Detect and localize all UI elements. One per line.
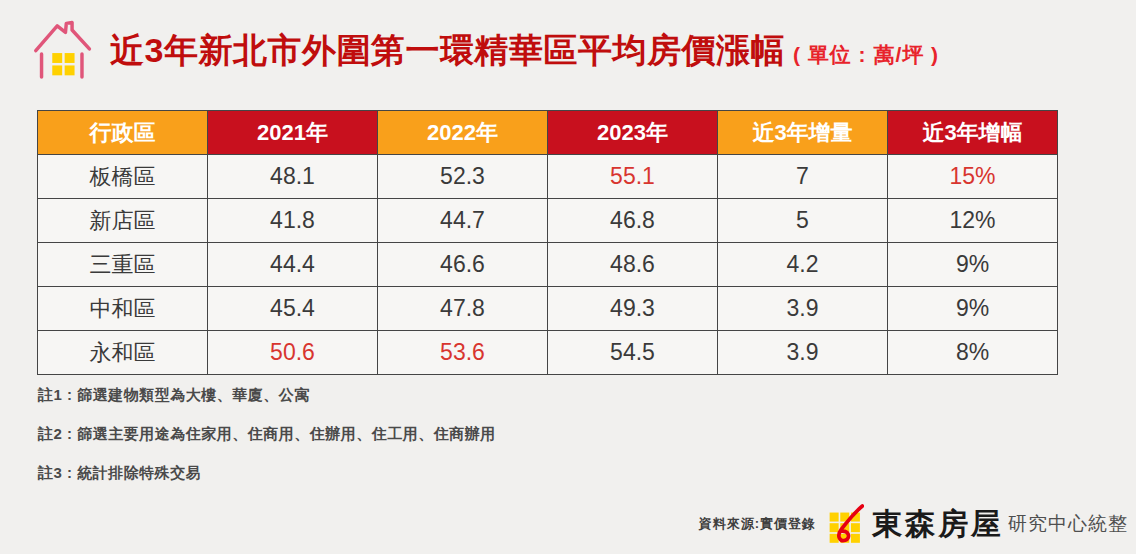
value-cell: 44.4 <box>208 243 378 287</box>
value-cell: 48.1 <box>208 155 378 199</box>
table-row: 永和區50.653.654.53.98% <box>38 331 1058 375</box>
column-header-0: 行政區 <box>38 111 208 155</box>
value-cell: 3.9 <box>718 331 888 375</box>
district-cell: 中和區 <box>38 287 208 331</box>
data-source-label: 資料來源:實價登錄 <box>699 515 816 533</box>
value-cell: 46.6 <box>378 243 548 287</box>
value-cell: 8% <box>888 331 1058 375</box>
value-cell: 55.1 <box>548 155 718 199</box>
column-header-3: 2023年 <box>548 111 718 155</box>
note-line: 註1 : 篩選建物類型為大樓、華廈、公寓 <box>38 386 496 405</box>
brand-name: 東森房屋 <box>872 504 1004 545</box>
table-row: 三重區44.446.648.64.29% <box>38 243 1058 287</box>
footer: 資料來源:實價登錄 東森房屋 研究中心統整 <box>699 503 1128 545</box>
header: 近3年新北市外圍第一環精華區平均房價漲幅 ( 單位 : 萬/坪 ) <box>30 15 939 87</box>
table-row: 新店區41.844.746.8512% <box>38 199 1058 243</box>
value-cell: 15% <box>888 155 1058 199</box>
table-header-row: 行政區2021年2022年2023年近3年增量近3年增幅 <box>38 111 1058 155</box>
value-cell: 50.6 <box>208 331 378 375</box>
brand-logo-icon <box>828 503 864 545</box>
table-row: 板橋區48.152.355.1715% <box>38 155 1058 199</box>
credit-label: 研究中心統整 <box>1008 511 1128 537</box>
note-line: 註3 : 統計排除特殊交易 <box>38 464 496 483</box>
value-cell: 4.2 <box>718 243 888 287</box>
value-cell: 12% <box>888 199 1058 243</box>
value-cell: 5 <box>718 199 888 243</box>
value-cell: 44.7 <box>378 199 548 243</box>
value-cell: 48.6 <box>548 243 718 287</box>
page-title-group: 近3年新北市外圍第一環精華區平均房價漲幅 ( 單位 : 萬/坪 ) <box>110 28 939 74</box>
value-cell: 46.8 <box>548 199 718 243</box>
column-header-2: 2022年 <box>378 111 548 155</box>
notes: 註1 : 篩選建物類型為大樓、華廈、公寓註2 : 篩選主要用途為住家用、住商用、… <box>38 386 496 503</box>
value-cell: 9% <box>888 243 1058 287</box>
note-line: 註2 : 篩選主要用途為住家用、住商用、住辦用、住工用、住商辦用 <box>38 425 496 444</box>
district-cell: 三重區 <box>38 243 208 287</box>
column-header-4: 近3年增量 <box>718 111 888 155</box>
value-cell: 9% <box>888 287 1058 331</box>
title-unit: ( 單位 : 萬/坪 ) <box>793 41 939 69</box>
page-title: 近3年新北市外圍第一環精華區平均房價漲幅 <box>110 28 785 74</box>
value-cell: 49.3 <box>548 287 718 331</box>
table-row: 中和區45.447.849.33.99% <box>38 287 1058 331</box>
value-cell: 3.9 <box>718 287 888 331</box>
price-table: 行政區2021年2022年2023年近3年增量近3年增幅 板橋區48.152.3… <box>37 110 1058 375</box>
district-cell: 板橋區 <box>38 155 208 199</box>
value-cell: 41.8 <box>208 199 378 243</box>
house-icon <box>30 15 96 87</box>
value-cell: 47.8 <box>378 287 548 331</box>
district-cell: 新店區 <box>38 199 208 243</box>
value-cell: 54.5 <box>548 331 718 375</box>
column-header-5: 近3年增幅 <box>888 111 1058 155</box>
value-cell: 52.3 <box>378 155 548 199</box>
value-cell: 7 <box>718 155 888 199</box>
value-cell: 45.4 <box>208 287 378 331</box>
value-cell: 53.6 <box>378 331 548 375</box>
district-cell: 永和區 <box>38 331 208 375</box>
column-header-1: 2021年 <box>208 111 378 155</box>
